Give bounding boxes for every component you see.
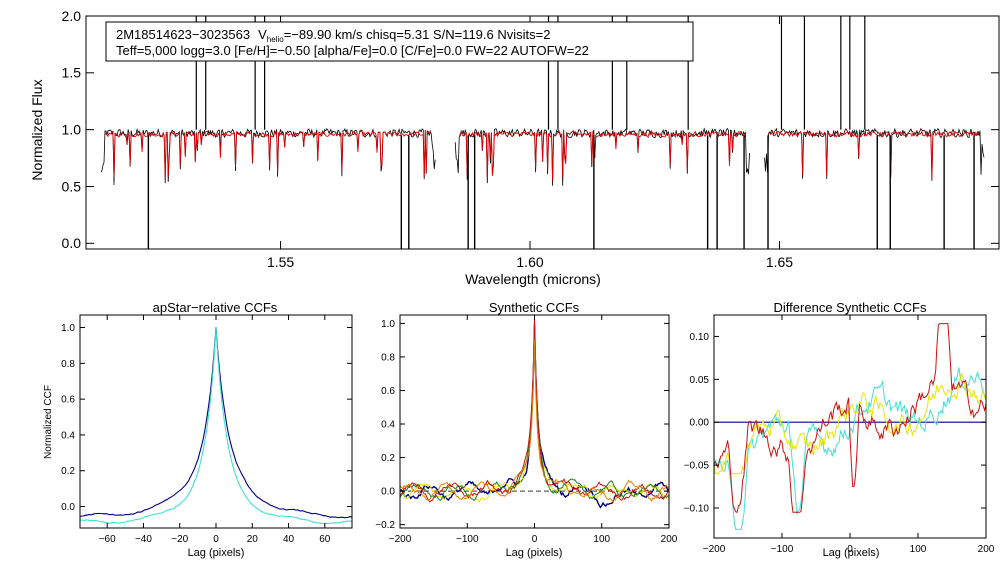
ccf3-xtick-label: −200 — [703, 544, 726, 555]
ccf2-ytick-label: −0.2 — [375, 520, 395, 531]
ccf1-ytick-label: 1.0 — [61, 323, 75, 334]
ccf2-xtick-label: 100 — [593, 534, 610, 545]
ccf1-xtick-label: 20 — [247, 534, 259, 545]
ccf2-panel: Synthetic CCFs −200 −100 0 100 200 −0.2 0.0 0.2… — [375, 300, 678, 559]
spectrum-ytick-label: 0.5 — [62, 178, 82, 194]
observed-spectrum-chip-2 — [454, 127, 750, 186]
ccf1-xtick-label: 0 — [213, 534, 219, 545]
model-spectrum-chip-3 — [768, 130, 981, 179]
info-box-frame — [105, 21, 694, 62]
observed-spectrum-chip-1 — [100, 127, 436, 186]
ccf1-xtick-label: −40 — [135, 534, 152, 545]
ccf1-ytick-label: 0.2 — [61, 466, 75, 477]
info-line-1: 2M18514623−3023563 Vhelio=−89.90 km/s chi… — [116, 27, 550, 44]
ccf2-xlabel: Lag (pixels) — [506, 547, 563, 559]
ccf3-series-1 — [713, 367, 987, 530]
model-spectrum-chip-2 — [458, 130, 746, 181]
info-box: 2M18514623−3023563 Vhelio=−89.90 km/s chi… — [105, 21, 694, 62]
ccf1-xtick-label: −60 — [99, 534, 116, 545]
spectrum-ytick-label: 1.0 — [62, 122, 82, 138]
ccf2-ytick-label: 0.8 — [381, 352, 395, 363]
ccf3-xtick-label: 200 — [978, 544, 995, 555]
ccf3-series-3 — [713, 323, 987, 513]
ccf3-title: Difference Synthetic CCFs — [774, 300, 927, 315]
ccf2-xtick-label: 200 — [661, 534, 678, 545]
ccf2-ytick-label: 0.4 — [381, 420, 395, 431]
spectrum-ylabel: Normalized Flux — [29, 79, 45, 180]
ccf2-ticks: −200 −100 0 100 200 −0.2 0.0 0.2 0.4 0.6 0.8 1.0 — [375, 315, 678, 545]
ccf1-ytick-label: 0.8 — [61, 359, 75, 370]
ccf2-xtick-label: 0 — [532, 534, 538, 545]
spectrum-panel: 1.55 1.60 1.65 0.0 0.5 1.0 1.5 2.0 2M18514623−3… — [29, 8, 1000, 287]
spectrum-ticks: 1.55 1.60 1.65 0.0 0.5 1.0 1.5 2.0 — [62, 8, 999, 270]
ccf1-xtick-label: −20 — [171, 534, 188, 545]
ccf3-ytick-label: −0.10 — [684, 503, 710, 514]
ccf1-title: apStar−relative CCFs — [153, 300, 278, 315]
info-line-2: Teff=5,000 logg=3.0 [Fe/H]=−0.50 [alpha/… — [116, 43, 589, 58]
spectrum-ytick-label: 0.0 — [62, 235, 82, 251]
ccf1-ytick-label: 0.0 — [61, 502, 75, 513]
ccf2-xtick-label: −100 — [456, 534, 479, 545]
ccf1-xtick-label: 60 — [319, 534, 331, 545]
spectrum-frame — [85, 15, 1000, 250]
ccf3-xlabel: Lag (pixels) — [823, 547, 880, 559]
spectrum-ytick-label: 1.5 — [62, 65, 82, 81]
spectrum-xlabel: Wavelength (microns) — [465, 271, 601, 287]
ccf3-ticks: −200 −100 0 100 200 −0.10 −0.05 0.00 0.05 0.10 — [684, 315, 995, 555]
ccf1-ticks: −60 −40 −20 0 20 40 60 0.0 0.2 0.4 0.6 0.8 1.0 — [61, 315, 352, 545]
ccf1-xlabel: Lag (pixels) — [188, 547, 245, 559]
ccf1-ylabel: Normalized CCF — [43, 385, 54, 459]
ccf1-xtick-label: 40 — [283, 534, 295, 545]
ccf3-ytick-label: 0.05 — [690, 375, 710, 386]
spectrum-xtick-label: 1.65 — [766, 254, 793, 270]
ccf3-panel: Difference Synthetic CCFs −200 −100 0 100 20… — [684, 300, 995, 559]
spectrum-xtick-label: 1.60 — [516, 254, 543, 270]
ccf3-xtick-label: −100 — [771, 544, 794, 555]
ccf3-ytick-label: −0.05 — [684, 461, 710, 472]
ccf1-data — [79, 327, 353, 525]
spectrum-ytick-label: 2.0 — [62, 8, 82, 24]
ccf3-ytick-label: 0.00 — [690, 418, 710, 429]
ccf2-series-5 — [399, 340, 670, 503]
ccf1-series-2 — [79, 328, 353, 525]
ccf3-xtick-label: 0 — [847, 544, 853, 555]
ccf1-ytick-label: 0.4 — [61, 430, 75, 441]
ccf1-panel: apStar−relative CCFs −60 −40 −20 0 20 40 60 0.0… — [43, 300, 353, 559]
ccf1-series-1 — [79, 327, 353, 519]
ccf2-ytick-label: 0.2 — [381, 453, 395, 464]
spectrum-xtick-label: 1.55 — [267, 254, 294, 270]
ccf2-ytick-label: 1.0 — [381, 319, 395, 330]
ccf2-title: Synthetic CCFs — [489, 300, 580, 315]
ccf2-ytick-label: 0.0 — [381, 487, 395, 498]
model-spectrum-chip-1 — [104, 130, 432, 178]
ccf3-data — [713, 323, 987, 530]
ccf2-data — [399, 319, 670, 509]
ccf2-xtick-label: −200 — [389, 534, 412, 545]
ccf3-xtick-label: 100 — [910, 544, 927, 555]
ccf3-series-2 — [713, 371, 987, 475]
ccf2-ytick-label: 0.6 — [381, 386, 395, 397]
ccf3-ytick-label: 0.10 — [690, 332, 710, 343]
ccf1-frame — [79, 314, 353, 529]
ccf1-ytick-label: 0.6 — [61, 395, 75, 406]
